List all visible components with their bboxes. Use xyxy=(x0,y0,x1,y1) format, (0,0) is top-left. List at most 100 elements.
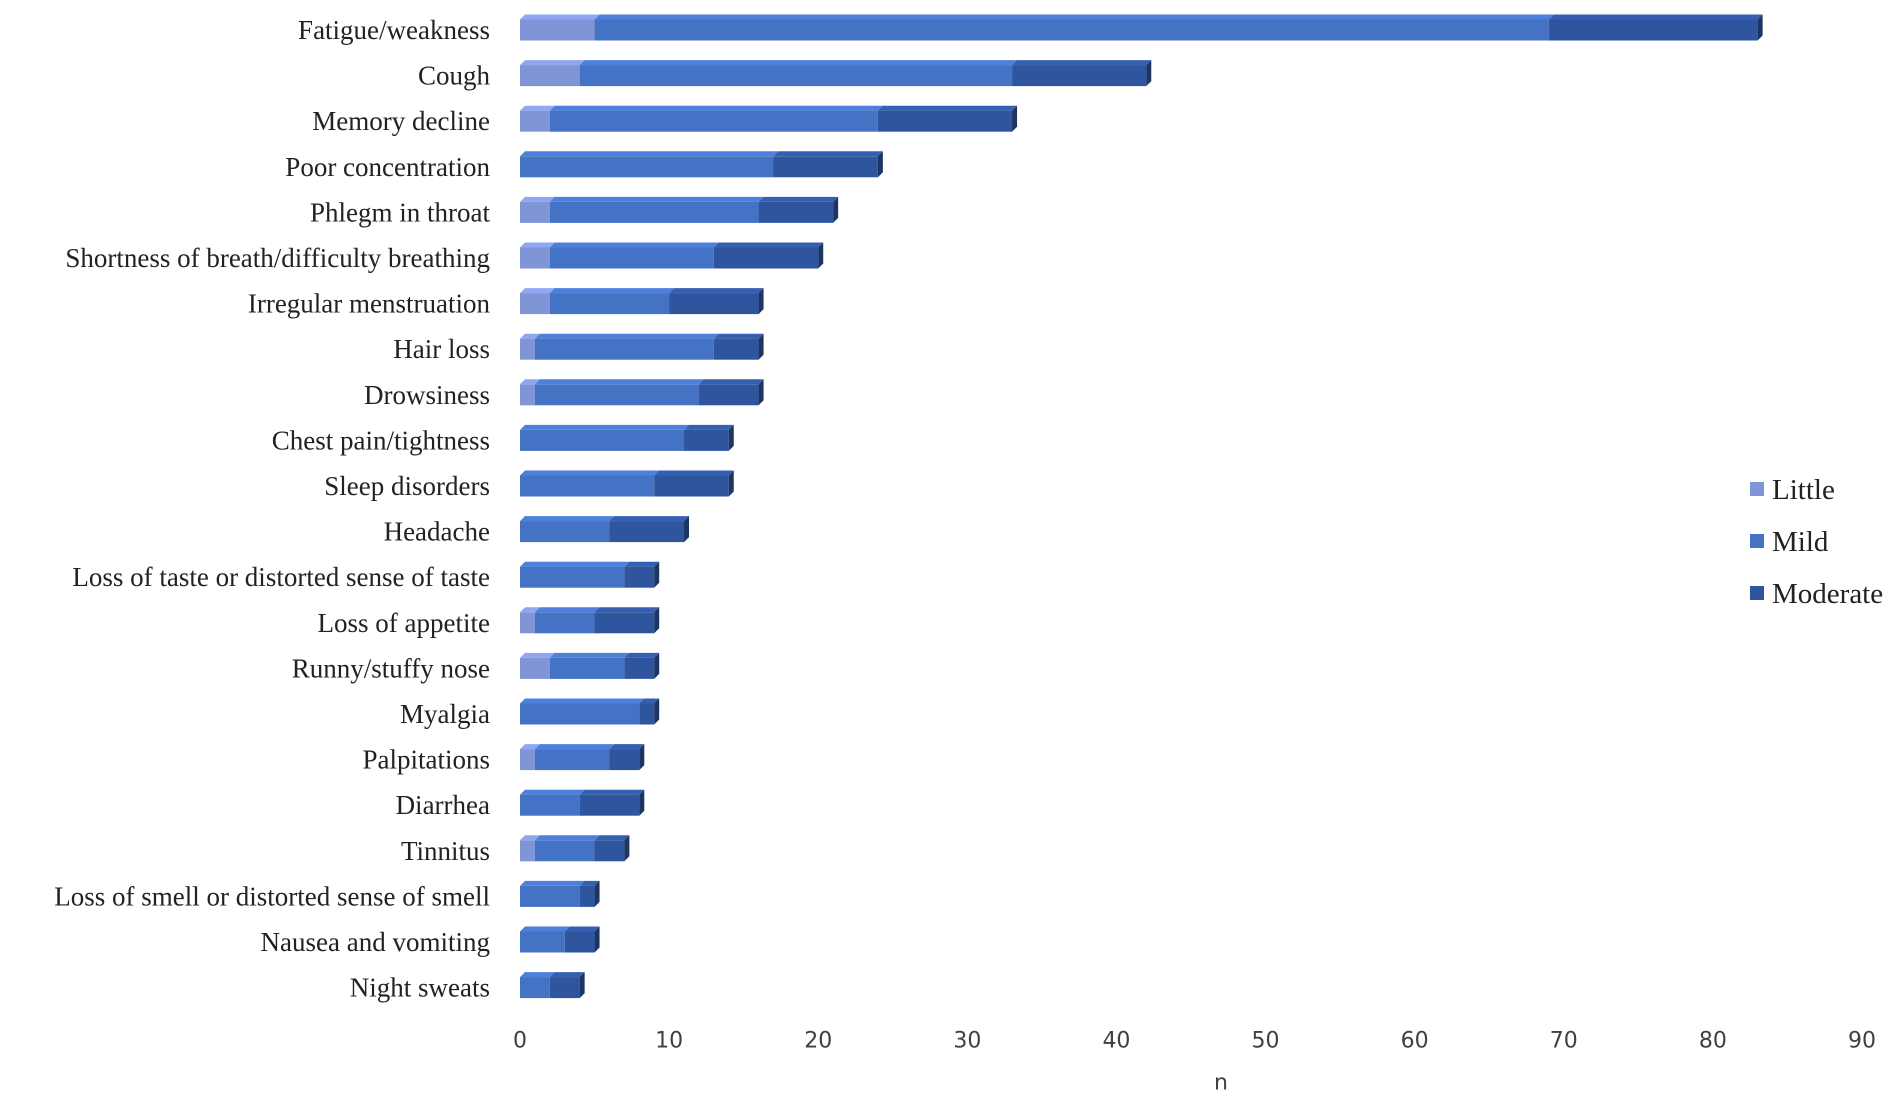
bar-top-little-runny-stuffy-nose xyxy=(520,652,555,658)
bar-end-face-diarrhea xyxy=(639,789,645,816)
category-label-runny-stuffy-nose: Runny/stuffy nose xyxy=(292,653,490,683)
bar-little-memory-decline xyxy=(520,110,550,132)
bar-moderate-runny-stuffy-nose xyxy=(624,657,655,679)
bar-end-face-fatigue-weakness xyxy=(1757,14,1763,41)
bar-top-moderate-runny-stuffy-nose xyxy=(624,652,660,658)
bar-mild-loss-of-appetite xyxy=(534,612,595,634)
bar-mild-sleep-disorders xyxy=(520,475,655,497)
category-label-phlegm-in-throat: Phlegm in throat xyxy=(310,197,490,227)
bar-moderate-cough xyxy=(1012,65,1147,87)
bar-little-phlegm-in-throat xyxy=(520,201,550,223)
category-label-fatigue-weakness: Fatigue/weakness xyxy=(298,15,490,45)
bar-top-moderate-loss-of-appetite xyxy=(594,607,660,613)
bar-moderate-nausea-and-vomiting xyxy=(564,931,595,953)
bar-moderate-night-sweats xyxy=(549,977,580,999)
bar-top-moderate-phlegm-in-throat xyxy=(758,196,839,202)
bar-top-moderate-memory-decline xyxy=(877,105,1018,111)
bar-mild-palpitations xyxy=(534,749,610,771)
bar-end-face-palpitations xyxy=(639,744,645,771)
bar-moderate-loss-of-appetite xyxy=(594,612,655,634)
category-label-irregular-menstruation: Irregular menstruation xyxy=(248,289,491,319)
bar-mild-headache xyxy=(520,521,610,543)
bar-moderate-tinnitus xyxy=(594,840,625,862)
x-axis-ticks: 0 10 20 30 40 50 60 70 80 90 xyxy=(513,1029,1876,1054)
bar-top-mild-palpitations xyxy=(534,744,615,750)
bar-top-moderate-fatigue-weakness xyxy=(1548,14,1763,20)
bar-top-moderate-myalgia xyxy=(639,698,660,704)
bar-mild-night-sweats xyxy=(520,977,550,999)
bar-top-little-irregular-menstruation xyxy=(520,288,555,294)
bar-top-moderate-poor-concentration xyxy=(773,151,883,157)
bar-moderate-hair-loss xyxy=(713,338,759,360)
category-label-chest-pain-tightness: Chest pain/tightness xyxy=(272,425,490,455)
bar-end-face-headache xyxy=(684,516,690,543)
bar-top-mild-irregular-menstruation xyxy=(549,288,675,294)
bar-top-mild-nausea-and-vomiting xyxy=(520,926,570,932)
bar-moderate-memory-decline xyxy=(877,110,1013,132)
bar-moderate-chest-pain-tightness xyxy=(684,429,729,451)
bars-group xyxy=(520,14,1763,999)
bar-mild-memory-decline xyxy=(549,110,878,132)
bar-mild-poor-concentration xyxy=(520,156,774,178)
bar-top-moderate-loss-of-taste-or-distorted-sense-of-taste xyxy=(624,561,660,567)
category-label-tinnitus: Tinnitus xyxy=(401,836,490,866)
bar-top-mild-loss-of-smell-or-distorted-sense-of-smell xyxy=(520,880,585,886)
bar-little-drowsiness xyxy=(520,384,535,406)
bar-top-mild-headache xyxy=(520,516,615,522)
x-tick-label-50: 50 xyxy=(1252,1029,1280,1054)
bar-little-cough xyxy=(520,65,580,87)
bar-top-little-phlegm-in-throat xyxy=(520,196,555,202)
legend-swatch-little xyxy=(1750,482,1764,496)
bar-mild-cough xyxy=(579,65,1013,87)
bar-little-palpitations xyxy=(520,749,535,771)
bar-end-face-loss-of-appetite xyxy=(654,607,660,634)
bar-top-moderate-night-sweats xyxy=(549,972,585,978)
bar-top-mild-night-sweats xyxy=(520,972,555,978)
bar-end-face-night-sweats xyxy=(579,972,585,999)
category-label-shortness-of-breath-difficulty-breathing: Shortness of breath/difficulty breathing xyxy=(65,243,490,273)
legend-swatch-mild xyxy=(1750,534,1764,548)
x-tick-label-10: 10 xyxy=(655,1029,683,1054)
bar-end-face-chest-pain-tightness xyxy=(728,424,734,451)
bar-moderate-loss-of-taste-or-distorted-sense-of-taste xyxy=(624,566,655,588)
bar-top-little-tinnitus xyxy=(520,835,540,841)
bar-end-face-loss-of-taste-or-distorted-sense-of-taste xyxy=(654,561,660,588)
bar-top-little-shortness-of-breath-difficulty-breathing xyxy=(520,242,555,248)
bar-top-moderate-nausea-and-vomiting xyxy=(564,926,600,932)
x-tick-label-80: 80 xyxy=(1699,1029,1727,1054)
legend-swatch-moderate xyxy=(1750,586,1764,600)
bar-little-runny-stuffy-nose xyxy=(520,657,550,679)
bar-top-moderate-loss-of-smell-or-distorted-sense-of-smell xyxy=(579,880,600,886)
bar-top-moderate-chest-pain-tightness xyxy=(684,424,734,430)
bar-top-mild-fatigue-weakness xyxy=(594,14,1554,20)
category-label-nausea-and-vomiting: Nausea and vomiting xyxy=(261,927,490,957)
category-label-loss-of-taste-or-distorted-sense-of-taste: Loss of taste or distorted sense of tast… xyxy=(72,562,490,592)
legend-label-mild: Mild xyxy=(1772,526,1829,558)
bar-top-mild-loss-of-appetite xyxy=(534,607,600,613)
bar-top-little-hair-loss xyxy=(520,333,540,339)
bar-end-face-cough xyxy=(1146,60,1152,87)
bar-end-face-irregular-menstruation xyxy=(758,288,764,315)
bar-end-face-drowsiness xyxy=(758,379,764,406)
bar-moderate-diarrhea xyxy=(579,794,640,816)
bar-moderate-irregular-menstruation xyxy=(669,293,759,315)
category-label-hair-loss: Hair loss xyxy=(393,334,490,364)
bar-mild-myalgia xyxy=(520,703,640,725)
bar-top-little-drowsiness xyxy=(520,379,540,385)
bar-mild-runny-stuffy-nose xyxy=(549,657,625,679)
bar-mild-diarrhea xyxy=(520,794,580,816)
legend-label-little: Little xyxy=(1772,474,1835,506)
x-tick-label-70: 70 xyxy=(1550,1029,1578,1054)
category-label-night-sweats: Night sweats xyxy=(350,973,490,1003)
bar-top-mild-memory-decline xyxy=(549,105,883,111)
category-label-myalgia: Myalgia xyxy=(400,699,490,729)
bar-little-shortness-of-breath-difficulty-breathing xyxy=(520,247,550,269)
bar-end-face-memory-decline xyxy=(1012,105,1018,132)
category-label-drowsiness: Drowsiness xyxy=(364,380,490,410)
bar-top-moderate-headache xyxy=(609,516,690,522)
x-tick-label-90: 90 xyxy=(1848,1029,1876,1054)
bar-end-face-tinnitus xyxy=(624,835,630,862)
bar-top-mild-runny-stuffy-nose xyxy=(549,652,630,658)
bar-top-mild-drowsiness xyxy=(534,379,704,385)
bar-top-moderate-tinnitus xyxy=(594,835,630,841)
